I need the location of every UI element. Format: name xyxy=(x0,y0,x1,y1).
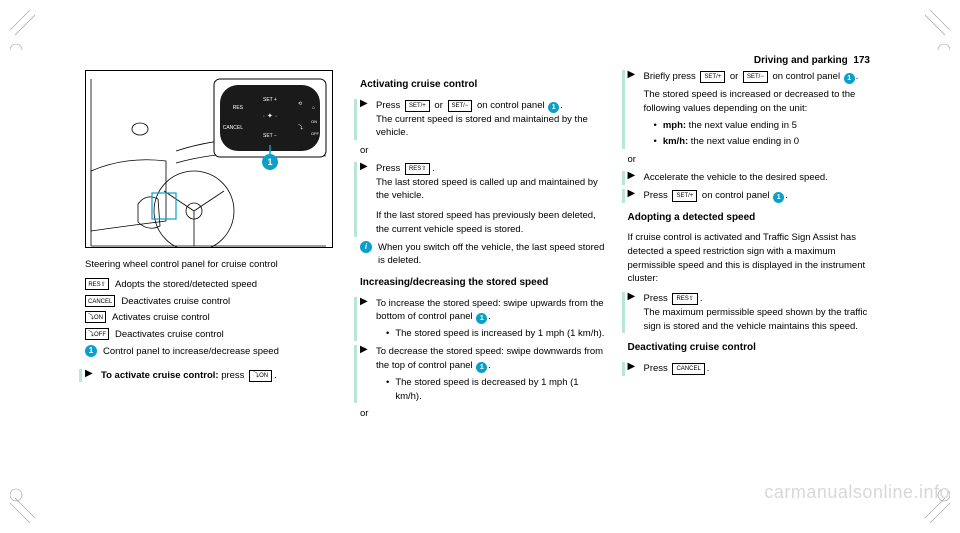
legend-text: Deactivates cruise control xyxy=(121,295,230,309)
info-text: When you switch off the vehicle, the las… xyxy=(378,241,608,269)
marker-1-icon: 1 xyxy=(844,73,855,84)
svg-text:RES: RES xyxy=(233,105,244,111)
cancel-icon: CANCEL xyxy=(672,363,704,375)
activate-step: ▶ To activate cruise control: press ⤵ON. xyxy=(85,369,340,383)
cruise-off-icon: ⤵OFF xyxy=(85,328,109,340)
legend-text: Adopts the stored/detected speed xyxy=(115,278,257,292)
res-icon: RES⇧ xyxy=(405,163,430,175)
svg-text:· ✦ ·: · ✦ · xyxy=(263,112,277,120)
svg-text:⤵: ⤵ xyxy=(298,125,303,131)
watermark: carmanualsonline.info xyxy=(764,482,950,503)
step-arrow-icon: ▶ xyxy=(360,162,370,172)
sub-bullet: •The stored speed is increased by 1 mph … xyxy=(386,327,608,341)
step-text: To activate cruise control: press ⤵ON. xyxy=(101,369,340,383)
step-arrow-icon: ▶ xyxy=(628,70,638,80)
step-arrow-icon: ▶ xyxy=(360,345,370,355)
step-arrow-icon: ▶ xyxy=(360,297,370,307)
step-detail: The maximum permissible speed shown by t… xyxy=(644,306,876,334)
or-text: or xyxy=(360,407,608,421)
chapter-title: Driving and parking xyxy=(754,55,848,66)
step-press-set-plus: ▶ Press SET/+ on control panel 1. xyxy=(628,189,876,203)
legend-text: Control panel to increase/decrease speed xyxy=(103,345,279,359)
legend-row-off: ⤵OFF Deactivates cruise control xyxy=(85,328,340,342)
svg-text:ON: ON xyxy=(311,119,317,124)
svg-text:CANCEL: CANCEL xyxy=(223,125,244,131)
step-text: Accelerate the vehicle to the desired sp… xyxy=(644,171,876,185)
page-content: RES CANCEL SET + SET − · ✦ · ⟲ ⌂ ⤵ ON OF… xyxy=(85,70,875,500)
heading-deactivating: Deactivating cruise control xyxy=(628,341,876,356)
heading-adopting: Adopting a detected speed xyxy=(628,211,876,226)
step-detail: The current speed is stored and maintain… xyxy=(376,113,608,141)
legend-row-res: RES⇧ Adopts the stored/detected speed xyxy=(85,278,340,292)
res-icon: RES⇧ xyxy=(85,278,109,290)
sub-bullet: •The stored speed is decreased by 1 mph … xyxy=(386,376,608,404)
step-press-res: ▶ Press RES⇧. The last stored speed is c… xyxy=(360,162,608,237)
step-arrow-icon: ▶ xyxy=(360,99,370,109)
svg-text:OFF: OFF xyxy=(311,131,320,136)
paragraph: If cruise control is activated and Traff… xyxy=(628,231,876,286)
corner-ornament-tr xyxy=(910,10,950,50)
step-detail: The stored speed is increased or decreas… xyxy=(644,88,876,116)
set-plus-icon: SET/+ xyxy=(672,190,697,202)
set-plus-icon: SET/+ xyxy=(405,100,430,112)
step-detail: If the last stored speed has previously … xyxy=(376,209,608,237)
svg-text:1: 1 xyxy=(267,157,272,167)
steering-wheel-figure: RES CANCEL SET + SET − · ✦ · ⟲ ⌂ ⤵ ON OF… xyxy=(85,70,333,248)
marker-1-icon: 1 xyxy=(85,345,97,357)
set-plus-icon: SET/+ xyxy=(700,71,725,83)
figure-legend: RES⇧ Adopts the stored/detected speed CA… xyxy=(85,278,340,359)
step-accelerate: ▶ Accelerate the vehicle to the desired … xyxy=(628,171,876,185)
legend-row-on: ⤵ON Activates cruise control xyxy=(85,311,340,325)
sub-bullet-mph: •mph: the next value ending in 5 xyxy=(654,119,876,133)
or-text: or xyxy=(628,153,876,167)
heading-increase-decrease: Increasing/decreasing the stored speed xyxy=(360,276,608,291)
marker-1-icon: 1 xyxy=(773,192,784,203)
marker-1-icon: 1 xyxy=(548,102,559,113)
step-decrease: ▶ To decrease the stored speed: swipe do… xyxy=(360,345,608,403)
svg-text:SET −: SET − xyxy=(263,133,277,139)
step-increase: ▶ To increase the stored speed: swipe up… xyxy=(360,297,608,342)
column-2: Activating cruise control ▶ Press SET/+ … xyxy=(360,70,608,500)
svg-text:SET +: SET + xyxy=(263,97,277,103)
step-arrow-icon: ▶ xyxy=(628,171,638,181)
step-arrow-icon: ▶ xyxy=(628,362,638,372)
cruise-on-icon: ⤵ON xyxy=(249,370,272,382)
column-3: ▶ Briefly press SET/+ or SET/− on contro… xyxy=(628,70,876,500)
cruise-on-icon: ⤵ON xyxy=(85,311,106,323)
page-number: 173 xyxy=(853,55,870,66)
info-note: i When you switch off the vehicle, the l… xyxy=(360,241,608,269)
sub-bullet-kmh: •km/h: the next value ending in 0 xyxy=(654,135,876,149)
legend-text: Activates cruise control xyxy=(112,311,210,325)
set-minus-icon: SET/− xyxy=(448,100,473,112)
marker-1-icon: 1 xyxy=(476,362,487,373)
step-arrow-icon: ▶ xyxy=(85,369,95,379)
step-detail: The last stored speed is called up and m… xyxy=(376,176,608,204)
activate-bold: To activate cruise control: xyxy=(101,370,219,381)
step-press-set: ▶ Press SET/+ or SET/− on control panel … xyxy=(360,99,608,141)
legend-row-panel: 1 Control panel to increase/decrease spe… xyxy=(85,345,340,359)
page-header: Driving and parking 173 xyxy=(754,55,870,66)
legend-row-cancel: CANCEL Deactivates cruise control xyxy=(85,295,340,309)
or-text: or xyxy=(360,144,608,158)
marker-1-icon: 1 xyxy=(476,313,487,324)
step-press-res-adopt: ▶ Press RES⇧. The maximum permissible sp… xyxy=(628,292,876,333)
corner-ornament-tl xyxy=(10,10,50,50)
step-arrow-icon: ▶ xyxy=(628,292,638,302)
corner-ornament-bl xyxy=(10,483,50,523)
res-icon: RES⇧ xyxy=(672,293,697,305)
cancel-icon: CANCEL xyxy=(85,295,115,307)
step-press-cancel: ▶ Press CANCEL. xyxy=(628,362,876,376)
set-minus-icon: SET/− xyxy=(743,71,768,83)
legend-text: Deactivates cruise control xyxy=(115,328,224,342)
step-brief-press: ▶ Briefly press SET/+ or SET/− on contro… xyxy=(628,70,876,149)
svg-text:⌂: ⌂ xyxy=(312,105,315,111)
info-icon: i xyxy=(360,241,372,253)
figure-caption: Steering wheel control panel for cruise … xyxy=(85,258,340,272)
step-arrow-icon: ▶ xyxy=(628,189,638,199)
column-1: RES CANCEL SET + SET − · ✦ · ⟲ ⌂ ⤵ ON OF… xyxy=(85,70,340,500)
heading-activating: Activating cruise control xyxy=(360,78,608,93)
